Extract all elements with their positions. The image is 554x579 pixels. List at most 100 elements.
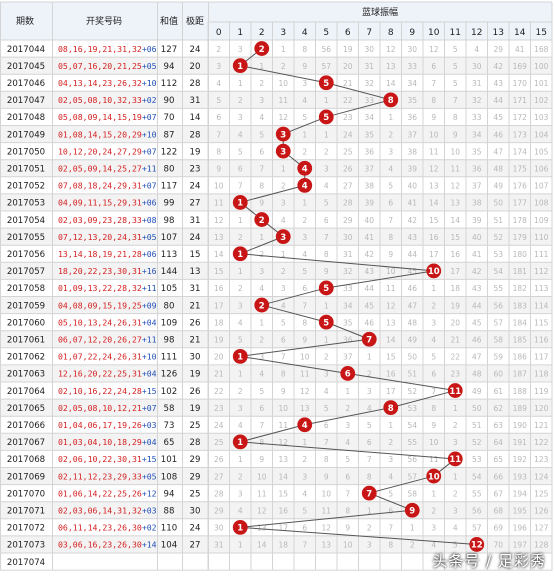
miss-count-cell: 55 xyxy=(493,284,503,293)
issue-cell: 2017053 xyxy=(7,199,45,209)
miss-count-cell: 5 xyxy=(238,335,243,344)
miss-count-cell: 50 xyxy=(472,404,482,413)
miss-count-cell: 10 xyxy=(257,472,267,481)
row-bg xyxy=(0,399,552,417)
trend-line-segment xyxy=(390,390,456,409)
miss-count-cell: 2 xyxy=(238,233,243,242)
column-tick-label: 11 xyxy=(450,28,461,38)
miss-count-cell: 11 xyxy=(321,506,331,515)
miss-count-cell: 9 xyxy=(259,199,264,208)
miss-count-cell: 13 xyxy=(386,318,396,327)
miss-count-cell: 13 xyxy=(257,524,267,533)
miss-count-cell: 11 xyxy=(429,455,439,464)
miss-count-cell: 14 xyxy=(386,335,396,344)
amplitude-ball xyxy=(383,92,399,108)
miss-count-cell: 108 xyxy=(534,199,549,208)
row-bg xyxy=(0,108,552,126)
row-bg xyxy=(0,484,552,502)
numbers-cell: 08,16,19,21,31,32+06 xyxy=(58,44,157,54)
miss-count-cell: 1 xyxy=(431,489,436,498)
issue-cell: 2017046 xyxy=(7,79,45,89)
amplitude-ball-label: 1 xyxy=(237,524,243,534)
numbers-cell: 02,03,06,14,31,32+03 xyxy=(58,505,157,515)
miss-count-cell: 2 xyxy=(259,250,264,259)
miss-count-cell: 46 xyxy=(472,335,482,344)
miss-count-cell: 185 xyxy=(513,335,528,344)
miss-count-cell: 65 xyxy=(493,455,503,464)
miss-count-cell: 7 xyxy=(431,387,436,396)
amplitude-ball xyxy=(361,331,377,347)
miss-count-cell: 7 xyxy=(259,421,264,430)
miss-count-cell: 8 xyxy=(324,455,329,464)
amplitude-ball xyxy=(318,280,334,296)
miss-count-cell: 2 xyxy=(431,301,436,310)
issue-cell: 2017061 xyxy=(7,335,45,345)
miss-count-cell: 1 xyxy=(281,250,286,259)
miss-count-cell: 3 xyxy=(431,524,436,533)
miss-count-cell: 17 xyxy=(278,524,288,533)
miss-count-cell: 15 xyxy=(429,216,439,225)
miss-count-cell: 7 xyxy=(367,455,372,464)
trend-line-segment xyxy=(326,270,434,289)
miss-count-cell: 17 xyxy=(429,250,439,259)
sum-cell: 144 xyxy=(161,267,177,277)
miss-count-cell: 114 xyxy=(534,301,549,310)
miss-count-cell: 3 xyxy=(302,79,307,88)
miss-count-cell: 30 xyxy=(407,45,417,54)
miss-count-cell: 12 xyxy=(214,216,224,225)
miss-count-cell: 3 xyxy=(238,113,243,122)
numbers-cell: 10,12,20,24,27,29+07 xyxy=(58,146,157,156)
miss-count-cell: 35 xyxy=(407,96,417,105)
miss-count-cell: 50 xyxy=(407,353,417,362)
miss-count-cell: 101 xyxy=(534,79,549,88)
row-bg xyxy=(0,313,552,331)
miss-count-cell: 2 xyxy=(238,284,243,293)
range-cell: 19 xyxy=(190,147,201,157)
miss-count-cell: 106 xyxy=(534,164,549,173)
miss-count-cell: 67 xyxy=(493,489,503,498)
miss-count-cell: 14 xyxy=(278,472,288,481)
amplitude-ball xyxy=(232,195,248,210)
miss-count-cell: 7 xyxy=(302,301,307,310)
amplitude-ball xyxy=(232,519,248,535)
issue-cell: 2017068 xyxy=(7,455,45,465)
miss-count-cell: 4 xyxy=(238,130,243,139)
sum-cell: 70 xyxy=(164,113,175,123)
miss-count-cell: 12 xyxy=(278,113,288,122)
miss-count-cell: 172 xyxy=(513,113,528,122)
range-cell: 24 xyxy=(190,45,201,55)
miss-count-cell: 10 xyxy=(278,404,288,413)
miss-count-cell: 31 xyxy=(472,79,482,88)
issue-cell: 2017060 xyxy=(7,318,45,328)
miss-count-cell: 22 xyxy=(450,353,460,362)
column-tick-label: 12 xyxy=(471,28,482,38)
column-tick-label: 7 xyxy=(366,28,372,38)
miss-count-cell: 7 xyxy=(238,182,243,191)
miss-count-cell: 39 xyxy=(472,216,482,225)
miss-count-cell: 16 xyxy=(278,506,288,515)
sum-cell: 126 xyxy=(161,370,177,380)
row-bg xyxy=(0,416,552,434)
range-cell: 26 xyxy=(190,387,201,397)
miss-count-cell: 27 xyxy=(343,182,353,191)
sum-cell: 80 xyxy=(164,301,175,311)
range-cell: 31 xyxy=(190,96,201,106)
numbers-cell: 01,04,06,17,19,26+03 xyxy=(58,420,157,430)
miss-count-cell: 44 xyxy=(407,250,417,259)
miss-count-cell: 1 xyxy=(259,318,264,327)
miss-count-cell: 29 xyxy=(493,45,503,54)
miss-count-cell: 28 xyxy=(343,199,353,208)
miss-count-cell: 9 xyxy=(453,130,458,139)
miss-count-cell: 60 xyxy=(493,370,503,379)
miss-count-cell: 56 xyxy=(321,45,331,54)
amplitude-ball-label: 8 xyxy=(388,404,394,414)
amplitude-ball xyxy=(426,263,442,279)
amplitude-ball xyxy=(275,229,291,245)
miss-count-cell: 2 xyxy=(259,335,264,344)
miss-count-cell: 125 xyxy=(534,489,549,498)
trend-line-segment xyxy=(347,372,456,392)
range-cell: 25 xyxy=(190,421,201,431)
issue-cell: 2017069 xyxy=(7,472,45,482)
miss-count-cell: 13 xyxy=(214,233,224,242)
miss-count-cell: 3 xyxy=(259,353,264,362)
